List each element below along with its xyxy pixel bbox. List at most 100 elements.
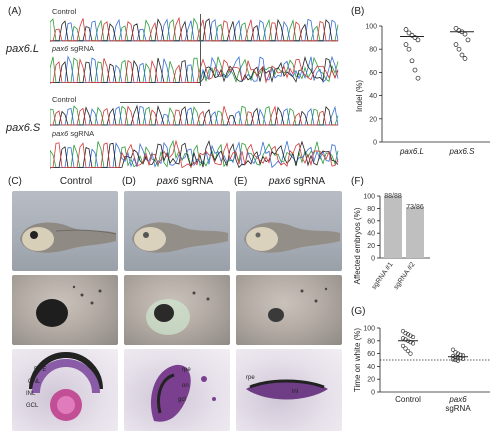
data-point bbox=[412, 67, 418, 73]
chart-f-bars: 88/88 73/86 bbox=[384, 193, 424, 258]
data-point bbox=[408, 333, 413, 338]
trace-channel bbox=[50, 105, 338, 126]
chart-g-means bbox=[398, 340, 468, 358]
y-tick-label: 60 bbox=[367, 218, 375, 225]
target-site-bar-s bbox=[120, 102, 210, 103]
chart-g-ylabel: Time on white (%) bbox=[353, 328, 362, 393]
photo-tadpole-sgrna-d bbox=[124, 191, 230, 271]
annot-c-0: RPE bbox=[34, 367, 46, 373]
trace-title-bottom-sgrna: pax6 sgRNA bbox=[52, 129, 94, 138]
trace-title-top-sgrna: pax6 sgRNA bbox=[52, 44, 94, 53]
cut-site-marker-l bbox=[200, 14, 201, 86]
photo-section-control: RPE ONL INL GCL bbox=[12, 349, 118, 431]
photo-head-sgrna-d bbox=[124, 275, 230, 345]
bar bbox=[406, 207, 424, 258]
panel-label-g: (G) bbox=[351, 306, 366, 317]
annot-d-0: rpe bbox=[182, 367, 191, 373]
data-point bbox=[400, 336, 406, 341]
x-tick-label: pax6.S bbox=[449, 147, 476, 156]
data-point bbox=[462, 31, 468, 37]
panel-label-b: (B) bbox=[351, 6, 365, 17]
column-title-e: pax6 sgRNA bbox=[252, 176, 342, 187]
data-point bbox=[408, 339, 413, 345]
data-point bbox=[403, 331, 408, 336]
annot-d-2: gcl bbox=[178, 397, 186, 403]
column-title-d-gene: pax6 bbox=[156, 176, 179, 187]
data-point bbox=[450, 354, 456, 359]
data-point bbox=[450, 347, 456, 352]
panel-label-a: (A) bbox=[8, 6, 22, 17]
y-tick-label: 80 bbox=[367, 206, 375, 213]
data-point bbox=[403, 337, 408, 342]
x-tick-label: pax6 bbox=[448, 395, 467, 404]
photo-section-sgrna-e: rpe inl bbox=[236, 349, 342, 431]
y-tick-label: 20 bbox=[367, 243, 375, 250]
x-tick-label: sgRNA #1 bbox=[371, 261, 395, 291]
data-point bbox=[408, 351, 413, 356]
y-tick-label: 100 bbox=[365, 24, 377, 31]
trace-title-bottom-control: Control bbox=[52, 95, 77, 104]
data-point bbox=[460, 353, 466, 358]
data-point bbox=[462, 56, 468, 61]
data-point bbox=[406, 46, 412, 52]
chromatogram-pax6-l-control bbox=[50, 16, 339, 42]
annot-e-0: rpe bbox=[246, 375, 255, 381]
data-point bbox=[450, 357, 456, 362]
trace-channel bbox=[50, 105, 339, 126]
y-tick-label: 80 bbox=[367, 338, 375, 345]
y-tick-label: 0 bbox=[371, 390, 375, 397]
data-point bbox=[453, 42, 459, 47]
annot-e-1: inl bbox=[292, 389, 298, 395]
data-point bbox=[400, 343, 406, 349]
y-tick-label: 20 bbox=[367, 377, 375, 384]
data-point bbox=[405, 332, 411, 337]
trace-title-top-sgrna-word: sgRNA bbox=[70, 44, 95, 53]
chart-b-xticks: pax6.L pax6.S bbox=[399, 147, 475, 156]
photo-head-control bbox=[12, 275, 118, 345]
data-point bbox=[410, 341, 416, 346]
annot-c-2: INL bbox=[26, 391, 36, 397]
chart-g-points bbox=[400, 329, 466, 363]
data-point bbox=[410, 334, 416, 340]
data-point bbox=[409, 58, 415, 64]
y-tick-label: 60 bbox=[367, 351, 375, 358]
data-point bbox=[465, 37, 471, 43]
photo-tadpole-sgrna-e bbox=[236, 191, 342, 271]
y-tick-label: 40 bbox=[369, 93, 377, 100]
data-point bbox=[453, 350, 458, 355]
x-tick-label: sgRNA bbox=[445, 404, 471, 413]
bar bbox=[384, 196, 402, 258]
panel-label-e: (E) bbox=[234, 176, 248, 187]
chromatogram-pax6-s-control bbox=[50, 104, 339, 126]
y-tick-label: 0 bbox=[373, 140, 377, 147]
trace-title-top-control: Control bbox=[52, 7, 77, 16]
panel-label-d: (D) bbox=[122, 176, 136, 187]
column-title-d-word: sgRNA bbox=[181, 176, 214, 187]
trace-channel bbox=[50, 58, 339, 84]
trace-title-bottom-sgrna-gene: pax6 bbox=[52, 129, 69, 138]
data-point bbox=[453, 25, 459, 31]
chromatogram-pax6-l-sgrna bbox=[50, 55, 339, 84]
panel-label-f: (F) bbox=[351, 176, 364, 187]
bar-data-label: 88/88 bbox=[384, 193, 402, 200]
data-point bbox=[400, 329, 406, 334]
photo-tadpole-control bbox=[12, 191, 118, 271]
column-title-e-gene: pax6 bbox=[268, 176, 291, 187]
data-point bbox=[403, 346, 408, 351]
y-tick-label: 0 bbox=[371, 256, 375, 263]
trace-channel bbox=[50, 56, 339, 84]
data-point bbox=[458, 355, 463, 361]
chart-b-y-axis: 0 20 40 60 80 100 bbox=[365, 24, 490, 147]
data-point bbox=[415, 75, 421, 81]
chart-g-y-axis: 0 20 40 60 80 100 bbox=[363, 326, 490, 397]
trace-title-bottom-sgrna-word: sgRNA bbox=[70, 129, 95, 138]
data-point bbox=[456, 28, 462, 33]
chart-b-ylabel: Indel (%) bbox=[355, 80, 364, 112]
y-tick-label: 40 bbox=[367, 364, 375, 371]
data-point bbox=[412, 35, 418, 40]
data-point bbox=[415, 37, 421, 43]
data-point bbox=[455, 358, 461, 363]
